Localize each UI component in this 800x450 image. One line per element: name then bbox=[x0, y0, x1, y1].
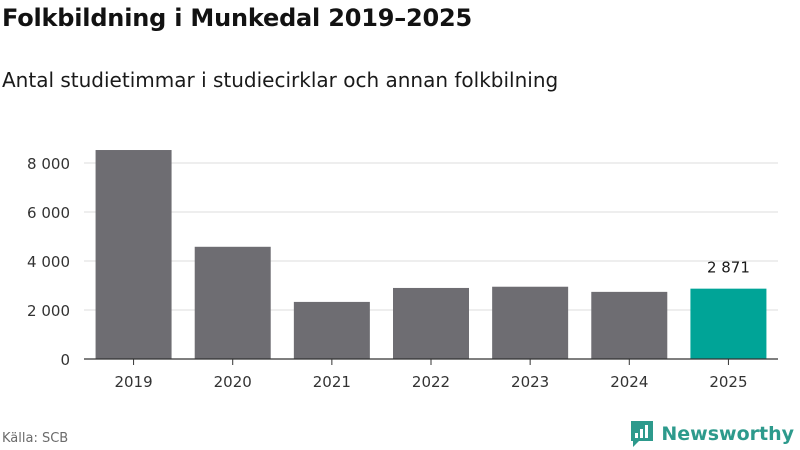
source-note: Källa: SCB bbox=[2, 431, 69, 446]
bars bbox=[95, 150, 767, 359]
x-tick-label: 2021 bbox=[313, 373, 351, 391]
brand-name: Newsworthy bbox=[661, 423, 794, 445]
bar-2024 bbox=[591, 291, 668, 359]
bar-2023 bbox=[492, 286, 569, 359]
bar-2020 bbox=[194, 246, 271, 359]
y-tick-label: 4 000 bbox=[27, 253, 70, 271]
y-tick-label: 2 000 bbox=[27, 302, 70, 320]
x-tick-label: 2022 bbox=[412, 373, 450, 391]
chart-subtitle: Antal studietimmar i studiecirklar och a… bbox=[2, 68, 559, 92]
newsworthy-logo-icon bbox=[631, 421, 654, 447]
chart-title: Folkbildning i Munkedal 2019–2025 bbox=[2, 4, 473, 32]
y-tick-label: 0 bbox=[60, 351, 70, 369]
x-tick-label: 2020 bbox=[214, 373, 252, 391]
x-tick-label: 2025 bbox=[709, 373, 747, 391]
brand-logo: Newsworthy bbox=[629, 420, 794, 448]
data-labels: 2 871 bbox=[707, 259, 750, 277]
x-tick-label: 2024 bbox=[610, 373, 648, 391]
x-axis bbox=[84, 358, 778, 365]
y-tick-label: 8 000 bbox=[27, 155, 70, 173]
y-tick-label: 6 000 bbox=[27, 204, 70, 222]
data-label: 2 871 bbox=[707, 259, 750, 277]
y-axis-tick-labels: 0 2 000 4 000 6 000 8 000 bbox=[27, 155, 70, 369]
bar-2022 bbox=[393, 287, 469, 359]
x-tick-label: 2019 bbox=[114, 373, 152, 391]
bar-2021 bbox=[293, 301, 370, 359]
bar-2019 bbox=[95, 150, 172, 359]
x-axis-tick-labels: 2019 2020 2021 2022 2023 2024 2025 bbox=[114, 373, 747, 391]
bar-2025 bbox=[690, 288, 767, 359]
x-tick-label: 2023 bbox=[511, 373, 549, 391]
